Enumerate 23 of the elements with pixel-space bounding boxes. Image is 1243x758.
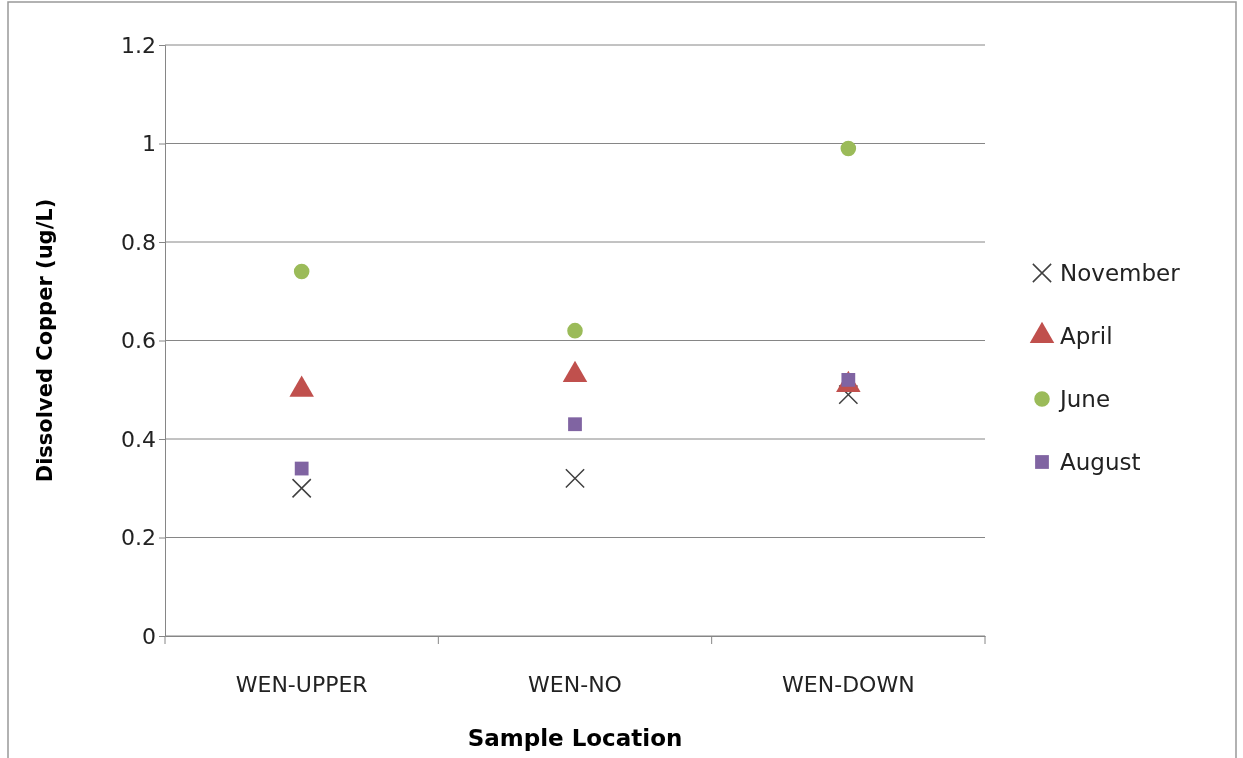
legend-label: August: [1060, 449, 1141, 475]
y-tick-label: 1: [142, 131, 156, 157]
point: [294, 461, 309, 476]
point: [567, 322, 583, 339]
legend-label: April: [1060, 323, 1113, 349]
point: [565, 468, 585, 489]
y-tick-label: 0.2: [121, 525, 156, 551]
y-tick-label: 0.6: [121, 328, 156, 354]
y-tick-label: 0.4: [121, 426, 156, 452]
x-axis-title: Sample Location: [467, 725, 683, 751]
y-tick-label: 0.8: [121, 229, 156, 255]
x-tick-label: WEN-NO: [528, 671, 622, 697]
point: [568, 417, 582, 432]
legend-label: November: [1060, 260, 1181, 286]
x-tick-label: WEN-UPPER: [235, 671, 368, 697]
point: [840, 140, 857, 157]
legend-label: June: [1058, 386, 1111, 412]
y-tick-label: 1.2: [121, 32, 156, 58]
y-axis-title: Dissolved Copper (ug/L): [33, 198, 57, 483]
point: [293, 263, 310, 280]
point: [291, 478, 312, 499]
x-tick-label: WEN-DOWN: [782, 671, 915, 697]
y-tick-label: 0: [142, 623, 156, 649]
